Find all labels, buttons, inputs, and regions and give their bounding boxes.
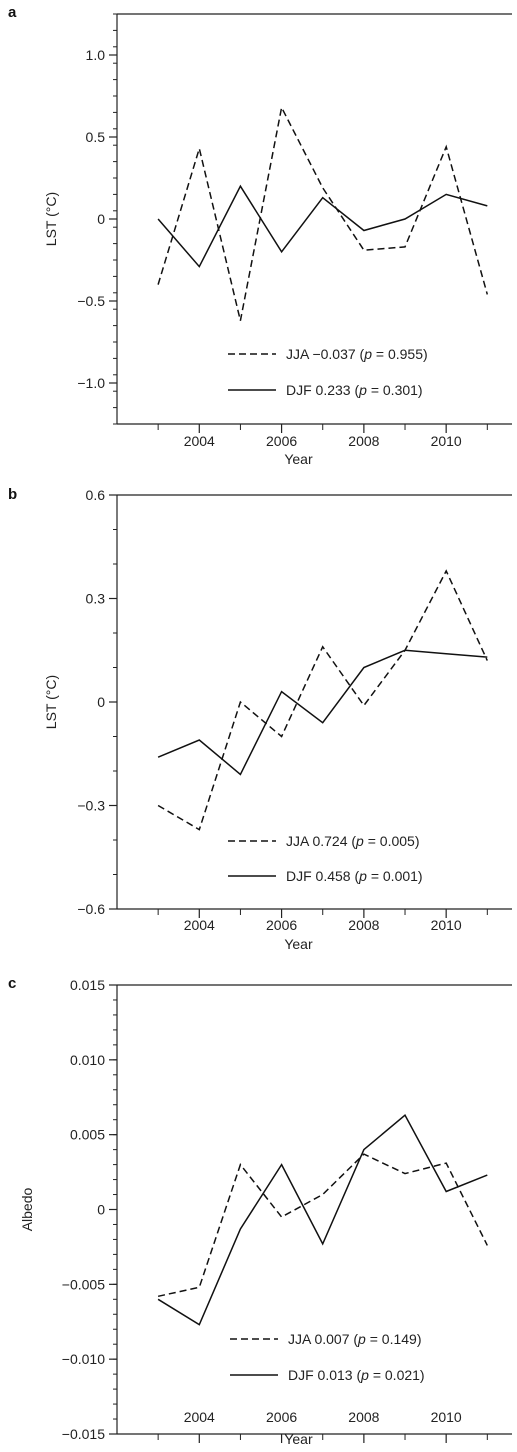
series-line-jja: [157, 105, 489, 321]
y-tick-label: 0: [97, 694, 105, 710]
y-axis-title: LST (°C): [43, 675, 59, 729]
x-tick-label: 2004: [184, 433, 215, 449]
x-tick-label: 2008: [348, 917, 379, 933]
y-tick-label: −0.010: [62, 1351, 105, 1367]
chart-b-svg: b −0.6 −0.3 0 0.3 0.6 2004 2006 2008 2010 Year LST …: [8, 486, 512, 952]
chart-panel-a: a −1.0 −0.5 0 0.5 1.0 2004 2006 2008 2010 Year LST …: [0, 0, 517, 484]
y-tick-label: −0.015: [62, 1426, 105, 1442]
x-tick-label: 2004: [184, 917, 215, 933]
legend-label-jja: JJA −0.037 (p = 0.955): [286, 346, 428, 362]
chart-panel-c: c −0.015 −0.010 −0.005 0 0.005 0.010 0.015 2004 2…: [0, 974, 517, 1452]
x-tick-label: 2008: [348, 1409, 379, 1425]
legend-label-djf: DJF 0.233 (p = 0.301): [286, 382, 423, 398]
x-tick-label: 2006: [266, 433, 297, 449]
y-tick-label: −0.6: [77, 901, 105, 917]
y-tick-label: 0.6: [86, 487, 106, 503]
x-tick-label: 2004: [184, 1409, 215, 1425]
x-tick-label: 2010: [431, 1409, 462, 1425]
panel-label-b: b: [8, 486, 17, 503]
x-axis-title: Year: [284, 936, 313, 952]
y-tick-label: 0: [97, 1202, 105, 1218]
legend-label-djf: DJF 0.013 (p = 0.021): [288, 1367, 425, 1383]
y-tick-label: 0.005: [70, 1127, 105, 1143]
series-line-djf: [157, 649, 488, 776]
x-tick-label: 2008: [348, 433, 379, 449]
chart-a-svg: a −1.0 −0.5 0 0.5 1.0 2004 2006 2008 2010 Year LST …: [8, 4, 512, 467]
chart-panel-b: b −0.6 −0.3 0 0.3 0.6 2004 2006 2008 2010 Year LST …: [0, 484, 517, 974]
y-tick-label: −0.3: [77, 798, 105, 814]
panel-label-a: a: [8, 4, 17, 21]
y-tick-label: 0.015: [70, 977, 105, 993]
y-axis-title: Albedo: [19, 1187, 35, 1231]
series-line-djf: [157, 184, 488, 268]
y-axis-title: LST (°C): [43, 192, 59, 246]
x-tick-label: 2006: [266, 1409, 297, 1425]
y-tick-label: −1.0: [77, 375, 105, 391]
y-tick-label: 0: [97, 211, 105, 227]
panel-label-c: c: [8, 975, 16, 992]
series-line-jja: [157, 569, 488, 831]
x-axis-title: Year: [284, 451, 313, 467]
chart-c-svg: c −0.015 −0.010 −0.005 0 0.005 0.010 0.015 2004 2…: [8, 975, 512, 1447]
x-tick-label: 2006: [266, 917, 297, 933]
legend-label-jja: JJA 0.007 (p = 0.149): [288, 1331, 422, 1347]
y-tick-label: −0.5: [77, 293, 105, 309]
x-tick-label: 2010: [431, 433, 462, 449]
y-tick-label: −0.005: [62, 1276, 105, 1292]
y-tick-label: 0.5: [86, 129, 106, 145]
series-line-djf: [157, 1114, 488, 1326]
legend-label-jja: JJA 0.724 (p = 0.005): [286, 833, 420, 849]
x-tick-label: 2010: [431, 917, 462, 933]
y-tick-label: 0.010: [70, 1052, 105, 1068]
y-tick-label: 0.3: [86, 591, 106, 607]
legend-label-djf: DJF 0.458 (p = 0.001): [286, 868, 423, 884]
y-tick-label: 1.0: [86, 47, 106, 63]
x-axis-title: Year: [284, 1431, 313, 1447]
